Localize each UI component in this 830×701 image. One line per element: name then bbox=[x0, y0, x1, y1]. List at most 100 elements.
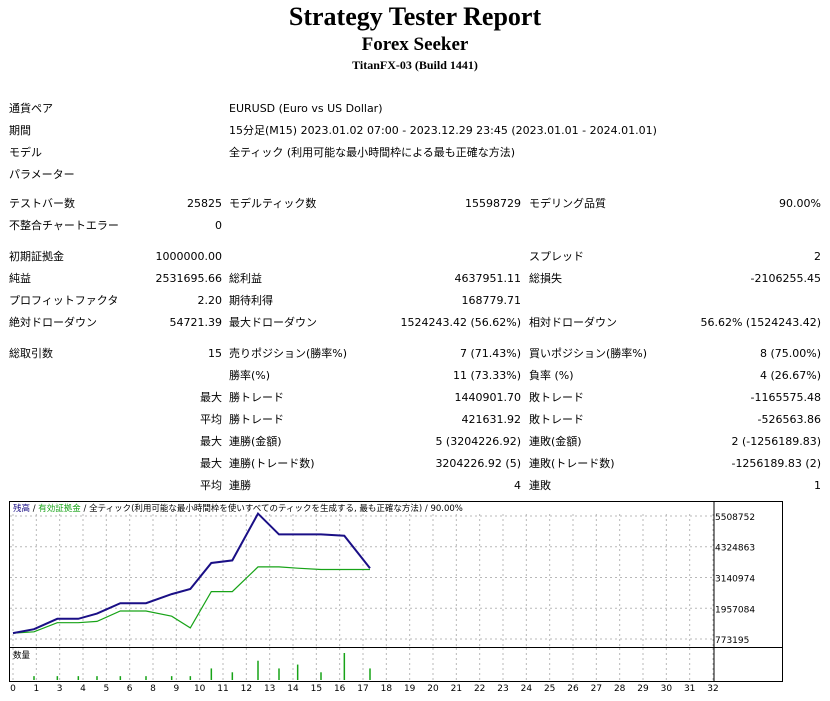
avg-win-value: 421631.92 bbox=[461, 413, 522, 426]
x-tick-label: 31 bbox=[684, 684, 695, 694]
volume-bar bbox=[210, 668, 213, 680]
consec-wins-amount-value: 5 (3204226.92) bbox=[435, 435, 521, 448]
x-tick-label: 4 bbox=[80, 684, 86, 694]
volume-bar bbox=[369, 668, 371, 680]
x-tick-label: 25 bbox=[544, 684, 555, 694]
profit-factor-value: 2.20 bbox=[197, 294, 223, 307]
volume-bar bbox=[278, 668, 280, 680]
gross-profit-label: 総利益 bbox=[229, 272, 262, 285]
ticks-value: 15598729 bbox=[465, 197, 521, 210]
win-rate-value: 11 (73.33%) bbox=[452, 369, 521, 382]
consec-wins-count-value: 3204226.92 (5) bbox=[435, 457, 521, 470]
max-drawdown-value: 1524243.42 (56.62%) bbox=[400, 316, 521, 329]
rel-drawdown-value: 56.62% (1524243.42) bbox=[700, 316, 821, 329]
legend-equity: 有効証拠金 bbox=[38, 504, 81, 514]
max-consec-count-prefix: 最大 bbox=[200, 457, 222, 470]
x-tick-label: 24 bbox=[521, 684, 533, 694]
x-tick-label: 21 bbox=[451, 684, 462, 694]
avg-loss-label: 敗トレード bbox=[529, 413, 584, 426]
legend-separator: / bbox=[80, 504, 90, 514]
volume-bar bbox=[296, 664, 299, 680]
spread-value: 2 bbox=[814, 250, 821, 263]
long-positions-label: 買いポジション(勝率%) bbox=[529, 347, 648, 360]
avg-loss-value: -526563.86 bbox=[757, 413, 821, 426]
x-tick-label: 16 bbox=[334, 684, 346, 694]
y-tick-label: 773195 bbox=[715, 636, 749, 646]
period-value: 15分足(M15) 2023.01.02 07:00 - 2023.12.29 … bbox=[229, 124, 657, 137]
win-rate-label: 勝率(%) bbox=[229, 369, 271, 382]
largest-win-label: 勝トレード bbox=[229, 391, 284, 404]
volume-plot bbox=[12, 648, 715, 681]
x-tick-label: 8 bbox=[150, 684, 156, 694]
loss-rate-value: 4 (26.67%) bbox=[759, 369, 821, 382]
consec-losses-count-label: 連敗(トレード数) bbox=[529, 457, 615, 470]
volume-bar bbox=[33, 676, 35, 680]
x-tick-label: 32 bbox=[707, 684, 718, 694]
mismatch-value: 0 bbox=[215, 219, 222, 232]
ticks-label: モデルティック数 bbox=[229, 197, 317, 210]
avg-consec-prefix: 平均 bbox=[200, 479, 222, 492]
x-tick-label: 15 bbox=[311, 684, 322, 694]
consec-losses-amount-value: 2 (-1256189.83) bbox=[731, 435, 821, 448]
x-tick-label: 5 bbox=[103, 684, 109, 694]
deposit-label: 初期証拠金 bbox=[9, 250, 64, 263]
x-tick-label: 29 bbox=[637, 684, 649, 694]
x-tick-label: 3 bbox=[57, 684, 63, 694]
consec-wins-count-label: 連勝(トレード数) bbox=[229, 457, 315, 470]
x-tick-label: 28 bbox=[614, 684, 626, 694]
x-tick-label: 27 bbox=[591, 684, 602, 694]
x-tick-label: 0 bbox=[10, 684, 16, 694]
bars-label: テストバー数 bbox=[9, 197, 75, 210]
expected-payoff-value: 168779.71 bbox=[461, 294, 522, 307]
ea-name: Forex Seeker bbox=[361, 34, 469, 55]
y-tick-label: 4324863 bbox=[715, 544, 755, 554]
consec-losses-count-value: -1256189.83 (2) bbox=[731, 457, 821, 470]
legend-model: 全ティック(利用可能な最小時間枠を使いすべてのティックを生成する, 最も正確な方… bbox=[89, 504, 423, 514]
gross-loss-label: 総損失 bbox=[529, 272, 562, 285]
x-tick-label: 14 bbox=[287, 684, 299, 694]
x-tick-label: 6 bbox=[127, 684, 133, 694]
x-tick-label: 30 bbox=[661, 684, 673, 694]
rel-drawdown-label: 相対ドローダウン bbox=[529, 316, 617, 329]
max-consec-amount-prefix: 最大 bbox=[200, 435, 222, 448]
deposit-value: 1000000.00 bbox=[155, 250, 222, 263]
avg-consec-losses-label: 連敗 bbox=[529, 479, 551, 492]
volume-bar bbox=[77, 676, 80, 680]
largest-loss-value: -1165575.48 bbox=[750, 391, 821, 404]
volume-bar bbox=[231, 672, 234, 680]
x-axis: 0 1 3 4 5 6 8 9 10 11 12 13 14 15 16 17 18 19 20 21 22 23 24 25… bbox=[10, 684, 719, 694]
volume-label: 数量 bbox=[13, 651, 31, 661]
abs-drawdown-label: 絶対ドローダウン bbox=[9, 316, 97, 329]
period-label: 期間 bbox=[9, 124, 31, 137]
expected-payoff-label: 期待利得 bbox=[229, 294, 273, 307]
avg-consec-wins-label: 連勝 bbox=[229, 479, 251, 492]
gross-loss-value: -2106255.45 bbox=[750, 272, 821, 285]
quality-label: モデリング品質 bbox=[529, 197, 606, 210]
x-tick-label: 13 bbox=[264, 684, 275, 694]
consec-losses-amount-label: 連敗(金額) bbox=[529, 435, 582, 448]
x-tick-label: 9 bbox=[173, 684, 179, 694]
x-tick-label: 10 bbox=[194, 684, 206, 694]
volume-bar bbox=[170, 676, 173, 680]
report-title: Strategy Tester Report bbox=[288, 2, 542, 31]
avg-win-label: 勝トレード bbox=[229, 413, 284, 426]
quality-value: 90.00% bbox=[779, 197, 821, 210]
net-profit-label: 純益 bbox=[9, 272, 31, 285]
x-tick-label: 23 bbox=[497, 684, 508, 694]
server-build: TitanFX-03 (Build 1441) bbox=[352, 58, 478, 72]
mismatch-label: 不整合チャートエラー bbox=[9, 219, 119, 232]
bars-value: 25825 bbox=[187, 197, 222, 210]
profit-factor-label: プロフィットファクタ bbox=[9, 294, 119, 307]
avg-consec-losses-value: 1 bbox=[814, 479, 821, 492]
x-tick-label: 19 bbox=[404, 684, 416, 694]
volume-panel: 数量 bbox=[9, 647, 783, 682]
legend-separator: / bbox=[30, 504, 39, 514]
largest-loss-label: 敗トレード bbox=[529, 391, 584, 404]
volume-bar bbox=[145, 676, 147, 680]
average-prefix: 平均 bbox=[200, 413, 222, 426]
params-label: パラメーター bbox=[9, 168, 75, 181]
avg-consec-wins-value: 4 bbox=[514, 479, 521, 492]
x-tick-label: 22 bbox=[474, 684, 485, 694]
total-trades-value: 15 bbox=[208, 347, 222, 360]
y-tick-label: 5508752 bbox=[715, 513, 755, 523]
